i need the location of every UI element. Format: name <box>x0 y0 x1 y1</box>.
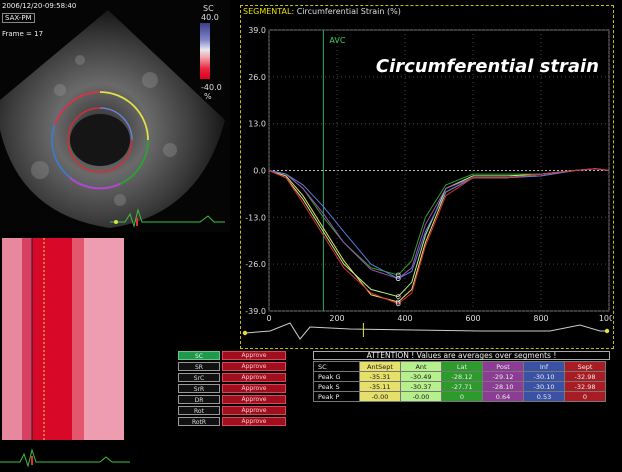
strain-curve-segment-6 <box>268 168 610 305</box>
y-tick-label: 0.0 <box>253 167 266 176</box>
mmode-strip-image <box>2 238 124 440</box>
table-row: Peak G -35.31 -30.49 -28.12 -29.12 -30.10 -32.… <box>313 371 606 382</box>
segment-select-srr[interactable]: SrR <box>178 384 220 393</box>
ecg-end-marker <box>604 328 610 334</box>
peak-table-cell: -0.00 <box>400 391 442 402</box>
y-tick-label: -26.0 <box>245 260 266 269</box>
peak-table-cell: -32.98 <box>564 371 606 382</box>
approve-button[interactable]: Approve <box>222 362 286 371</box>
approve-button[interactable]: Approve <box>222 384 286 393</box>
color-scale-max: 40.0 <box>201 13 219 22</box>
segment-row: Rot Approve <box>178 406 286 415</box>
peak-table-column-header: Inf <box>523 361 565 372</box>
approve-button[interactable]: Approve <box>222 351 286 360</box>
attention-banner: ATTENTION ! Values are averages over seg… <box>313 351 610 360</box>
segment-row: DR Approve <box>178 395 286 404</box>
segment-row: SrR Approve <box>178 384 286 393</box>
table-row: Peak P -0.00 -0.00 0 0.64 0.53 0 <box>313 391 606 402</box>
mmode-strain-strip[interactable] <box>2 238 124 440</box>
peak-table-cell: -35.11 <box>359 381 401 392</box>
x-tick-label: 0 <box>266 314 271 323</box>
frame-counter: Frame = 17 <box>2 30 44 38</box>
peak-table-cell: -32.98 <box>564 381 606 392</box>
segment-select-dr[interactable]: DR <box>178 395 220 404</box>
peak-table-row-label: Peak G <box>313 371 360 382</box>
strain-curve-segment-2 <box>268 168 610 298</box>
peak-table-cell: -0.00 <box>359 391 401 402</box>
peak-table-cell: -29.12 <box>482 371 524 382</box>
peak-table-cell: -28.10 <box>482 381 524 392</box>
segment-row: RotR Approve <box>178 417 286 426</box>
peak-table-cell: 0.64 <box>482 391 524 402</box>
segment-select-sr[interactable]: SR <box>178 362 220 371</box>
segment-select-rotr[interactable]: RotR <box>178 417 220 426</box>
segment-row: SR Approve <box>178 362 286 371</box>
peak-table-cell: -30.10 <box>523 371 565 382</box>
approve-button[interactable]: Approve <box>222 406 286 415</box>
segment-select-rot[interactable]: Rot <box>178 406 220 415</box>
table-row: Peak S -35.11 -30.37 -27.71 -28.10 -30.10 -32.… <box>313 381 606 392</box>
x-tick-label: 800 <box>533 314 548 323</box>
x-tick-label: 1000 <box>599 314 612 323</box>
peak-table-cell: -28.12 <box>441 371 483 382</box>
segment-select-sc[interactable]: SC <box>178 351 220 360</box>
chart-header-title: Circumferential Strain (%) <box>296 7 401 16</box>
mmode-ecg-trace <box>0 448 130 468</box>
echo-sector-image <box>0 10 225 228</box>
approve-button[interactable]: Approve <box>222 395 286 404</box>
y-tick-label: -13.0 <box>245 213 266 222</box>
avc-marker-label: AVC <box>329 36 345 45</box>
segment-row: SC Approve <box>178 351 286 360</box>
segment-select-src[interactable]: SrC <box>178 373 220 382</box>
peak-table-column-header: Sept <box>564 361 606 372</box>
color-scale-label: SC <box>203 4 214 13</box>
peak-table-cell: 0 <box>564 391 606 402</box>
peak-values-table: SC AntSept Ant Lat Post Inf Sept Peak G -35.31 -3… <box>313 361 606 402</box>
segment-row: SrC Approve <box>178 373 286 382</box>
approve-button[interactable]: Approve <box>222 417 286 426</box>
y-tick-label: 26.0 <box>248 73 266 82</box>
strain-curve-segment-1 <box>268 168 610 303</box>
strain-chart-panel <box>240 5 614 349</box>
peak-point-marker <box>395 294 401 299</box>
view-label: SAX-PM <box>2 13 35 23</box>
peak-point-marker <box>395 276 401 281</box>
color-scale-unit: % <box>204 92 212 101</box>
y-tick-label: -39.0 <box>245 307 266 316</box>
ecg-start-marker <box>242 330 248 336</box>
peak-table-header-row: SC AntSept Ant Lat Post Inf Sept <box>313 361 606 372</box>
peak-table-cell: -30.37 <box>400 381 442 392</box>
x-tick-label: 400 <box>397 314 412 323</box>
peak-table-cell: -30.49 <box>400 371 442 382</box>
peak-table-column-header: Post <box>482 361 524 372</box>
chart-header: SEGMENTAL: Circumferential Strain (%) <box>243 7 401 16</box>
acquisition-timestamp: 2006/12/20-09:58:40 <box>2 2 77 10</box>
strain-curve-segment-5 <box>268 168 610 280</box>
chart-header-label: SEGMENTAL: <box>243 7 295 16</box>
x-tick-label: 600 <box>465 314 480 323</box>
y-tick-label: 39.0 <box>248 26 266 35</box>
peak-table-cell: -35.31 <box>359 371 401 382</box>
peak-table-column-header: Lat <box>441 361 483 372</box>
overlay-title: Circumferential strain <box>376 56 599 77</box>
strain-chart[interactable]: 39.0 26.0 13.0 0.0 -13.0 -26.0 -39.00 200 400 600… <box>240 5 612 347</box>
peak-table-column-header: Ant <box>400 361 442 372</box>
peak-table-column-header: AntSept <box>359 361 401 372</box>
peak-table-row-label: Peak S <box>313 381 360 392</box>
chart-ecg-trace <box>244 322 609 340</box>
peak-table-cell: 0 <box>441 391 483 402</box>
color-scale-bar <box>200 23 210 79</box>
y-tick-label: 13.0 <box>248 120 266 129</box>
peak-table-cell: -27.71 <box>441 381 483 392</box>
peak-point-marker <box>395 301 401 307</box>
echo-image-view[interactable]: 2006/12/20-09:58:40 SAX-PM Frame = 17 SC… <box>0 0 230 232</box>
color-scale-min: -40.0 <box>201 83 222 92</box>
x-tick-label: 200 <box>329 314 344 323</box>
peak-table-corner: SC <box>313 361 360 372</box>
peak-table-cell: 0.53 <box>523 391 565 402</box>
peak-table-cell: -30.10 <box>523 381 565 392</box>
peak-table-row-label: Peak P <box>313 391 360 402</box>
approve-button[interactable]: Approve <box>222 373 286 382</box>
